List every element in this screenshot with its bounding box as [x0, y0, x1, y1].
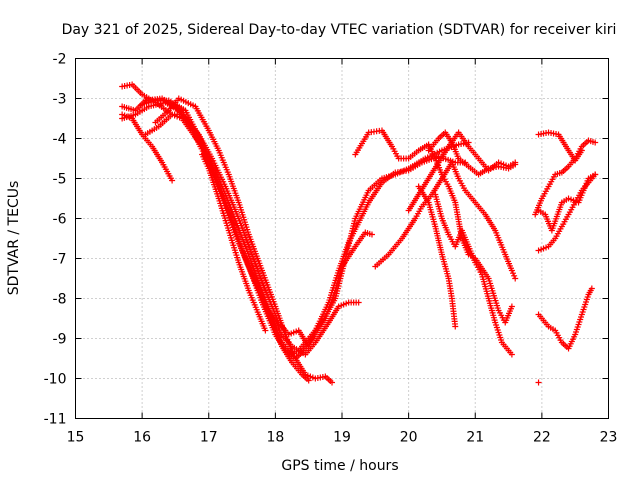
x-tick-label: 19: [333, 430, 351, 446]
y-tick-label: -4: [53, 132, 67, 148]
series-sat-p: [535, 129, 585, 164]
series-sat-n: [432, 191, 515, 358]
data-point: [511, 272, 518, 279]
data-point: [262, 327, 269, 334]
y-tick-label: -10: [44, 372, 67, 388]
x-axis: 15 16 17 18 19 20 21 22 23: [67, 58, 618, 446]
y-axis: -11 -10 -9 -8 -7 -6 -5 -4 -3 -2: [44, 52, 609, 428]
data-point: [512, 161, 519, 168]
data-point: [512, 275, 519, 282]
series-sat-e: [142, 111, 469, 350]
data-point: [508, 351, 515, 358]
series-sat-f: [152, 95, 336, 386]
data-point: [578, 147, 585, 154]
data-point: [535, 379, 542, 386]
y-tick-label: -3: [53, 92, 67, 108]
x-axis-label: GPS time / hours: [281, 458, 398, 474]
data-point: [355, 299, 362, 306]
data-point: [452, 323, 459, 330]
data-point: [368, 231, 375, 238]
y-tick-label: -6: [53, 212, 67, 228]
x-tick-label: 21: [466, 430, 484, 446]
data-point: [510, 270, 517, 277]
x-tick-label: 17: [200, 430, 218, 446]
data-point: [305, 377, 312, 384]
x-tick-label: 20: [400, 430, 418, 446]
y-tick-label: -7: [53, 252, 67, 268]
data-point: [329, 379, 336, 386]
y-tick-label: -9: [53, 332, 67, 348]
chart-title: Day 321 of 2025, Sidereal Day-to-day VTE…: [62, 22, 617, 38]
data-point: [508, 267, 515, 274]
data-point: [588, 285, 595, 292]
series-sat-h: [199, 151, 269, 334]
series-sat-k: [405, 129, 519, 214]
x-tick-label: 22: [533, 430, 551, 446]
y-tick-label: -5: [53, 172, 67, 188]
data-point: [592, 139, 599, 146]
data-point: [592, 171, 599, 178]
y-tick-label: -8: [53, 292, 67, 308]
series-sat-s: [535, 285, 595, 352]
x-tick-label: 18: [266, 430, 284, 446]
y-tick-label: -11: [44, 412, 67, 428]
data-point: [508, 303, 515, 310]
series-sat-m: [415, 183, 459, 330]
x-tick-label: 23: [600, 430, 618, 446]
x-tick-label: 16: [133, 430, 151, 446]
y-tick-label: -2: [53, 52, 67, 68]
data-point: [169, 177, 176, 184]
series-sat-r: [535, 171, 599, 234]
x-tick-label: 15: [67, 430, 85, 446]
series-sat-l: [425, 129, 519, 178]
data-series: [119, 81, 599, 386]
series-sat-t: [535, 379, 542, 386]
grid: [75, 58, 609, 419]
series-sat-j: [372, 159, 519, 282]
y-axis-label: SDTVAR / TECUs: [6, 181, 22, 296]
